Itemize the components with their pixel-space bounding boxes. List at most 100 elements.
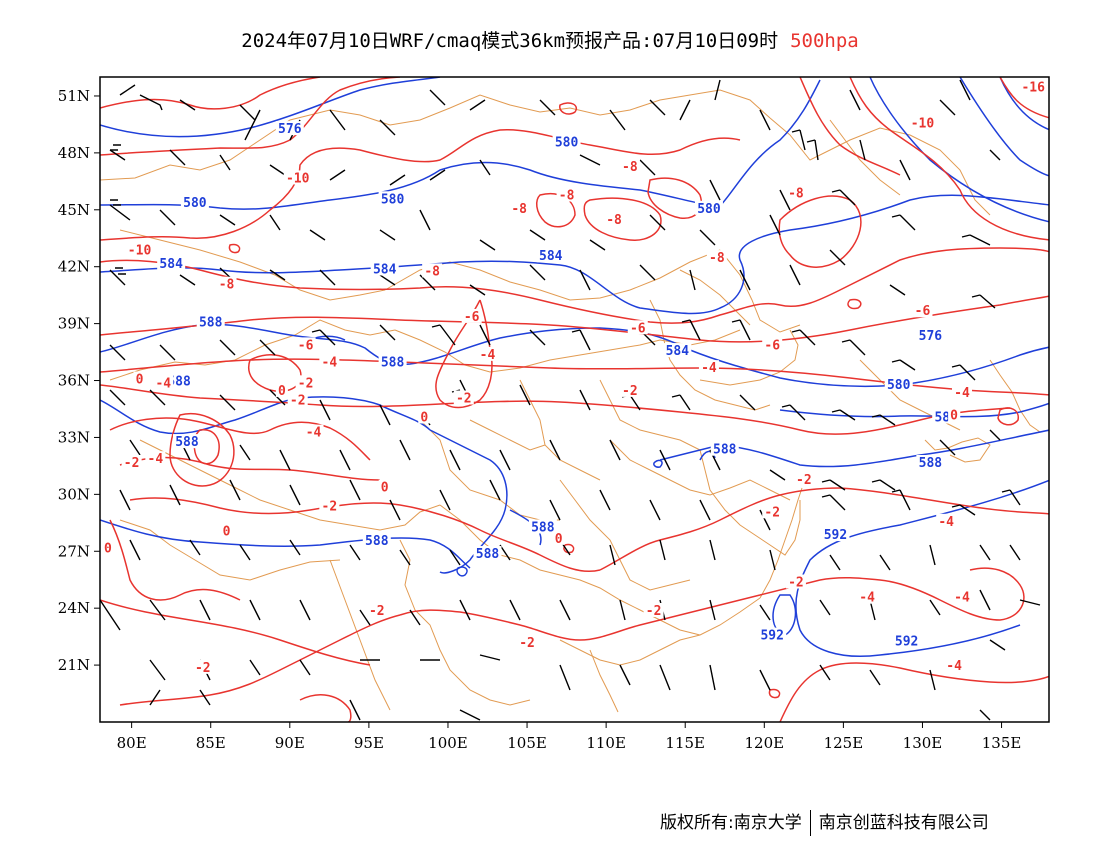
temperature-contour-label: -8	[559, 189, 575, 204]
lat-tick-label: 42N	[58, 258, 90, 276]
temperature-contour-label: -8	[219, 278, 235, 293]
temperature-contour-label: -4	[954, 386, 970, 401]
temperature-contour-label-bg	[303, 424, 324, 439]
temperature-contour-label-bg	[422, 263, 443, 278]
temperature-contour-label: -4	[148, 452, 164, 467]
temperature-contour-label-bg	[366, 602, 387, 617]
temperature-contour-label-bg	[216, 276, 237, 291]
temperature-contour-label: -8	[788, 187, 804, 202]
temperature-contour-label-bg	[908, 115, 937, 130]
lon-tick-label: 125E	[824, 734, 864, 752]
chart-title: 2024年07月10日WRF/cmaq模式36km预报产品:07月10日09时 5…	[0, 26, 1100, 53]
lat-tick-label: 39N	[58, 315, 90, 333]
temperature-contour-label-bg	[643, 602, 664, 617]
temperature-contour-label: -4	[701, 361, 717, 376]
height-contour-label: 580	[697, 202, 721, 217]
temperature-contour-label: -4	[859, 591, 875, 606]
temperature-contour-label-bg	[762, 337, 783, 352]
temperature-contour-label: -2	[788, 576, 804, 591]
temperature-contour-label: -2	[369, 604, 385, 619]
lat-tick-label: 36N	[58, 372, 90, 390]
wind-barbs	[100, 79, 1041, 721]
height-contour-label: 588	[175, 435, 199, 450]
height-contour-label: 588	[381, 355, 405, 370]
temperature-contour-label: -2	[519, 636, 535, 651]
temperature-contour-label: -2	[195, 661, 211, 676]
temperature-contour-label-bg	[936, 513, 957, 528]
lat-tick-label: 51N	[58, 87, 90, 105]
height-contour-label-bg	[916, 327, 945, 342]
temperature-contour-label-bg	[319, 354, 340, 369]
latitude-axis: 51N 48N 45N 42N 39N 36N 33N 30N 27N 24N 21N	[58, 87, 100, 674]
height-contour-label-bg	[370, 261, 399, 276]
temperature-contour-label: -4	[938, 515, 954, 530]
height-contour-label: 588	[476, 547, 500, 562]
height-contour-label: 580	[183, 196, 207, 211]
temperature-contour-label-bg	[133, 371, 146, 386]
temperature-contour-label-bg	[912, 303, 933, 318]
temperature-contour-label: 0	[104, 541, 112, 556]
lon-tick-label: 95E	[354, 734, 384, 752]
temperature-contour-label-bg	[793, 472, 814, 487]
temperature-contour-label: -10	[911, 116, 935, 131]
height-contour-label: 588	[365, 534, 389, 549]
height-contour-label: 576	[919, 329, 943, 344]
temperature-contour-label-bg	[121, 455, 142, 469]
temperature-contour-label: -6	[764, 338, 780, 353]
height-contour-label: 588	[919, 456, 943, 471]
lon-tick-label: 135E	[982, 734, 1022, 752]
temperature-contour-label: -6	[464, 310, 480, 325]
height-contour-label-bg	[180, 195, 209, 210]
height-contour-label: 592	[824, 528, 847, 543]
temperature-contour-label: 0	[555, 532, 563, 547]
temperature-contour-label-bg	[785, 574, 806, 589]
temperature-contour-label: -2	[456, 392, 472, 407]
temperature-contour-label: -4	[155, 376, 171, 391]
temperature-contour-label-bg	[952, 384, 973, 399]
height-contour-label: 580	[381, 192, 405, 207]
lon-tick-label: 115E	[665, 734, 705, 752]
lon-tick-label: 110E	[586, 734, 626, 752]
longitude-axis: 80E 85E 90E 95E 100E 105E 110E 115E 120E 125E 130E…	[117, 722, 1022, 752]
height-contour-label-bg	[275, 121, 304, 136]
temperature-contour-label: -2	[622, 384, 638, 399]
temperature-contour-label: 0	[950, 409, 958, 424]
credit-divider	[809, 810, 811, 836]
height-contour-label-bg	[378, 354, 407, 369]
temperature-contour-label: -4	[480, 348, 496, 363]
height-contour-label-bg	[916, 455, 945, 469]
pressure-level: 500hpa	[790, 30, 859, 52]
temperature-contour-label: 0	[278, 384, 286, 399]
height-contour-label: 584	[159, 257, 183, 272]
lat-tick-label: 30N	[58, 485, 90, 503]
height-contour-label-bg	[172, 434, 201, 449]
temperature-contour-label-bg	[706, 250, 727, 265]
map-frame	[99, 76, 1050, 723]
height-contour-label: 592	[895, 634, 918, 649]
temperature-contour-label: -10	[286, 171, 310, 186]
temperature-contour-label-bg	[944, 657, 965, 672]
temperature-contour-label: 0	[420, 410, 428, 425]
height-contour-label-bg	[821, 527, 850, 542]
lon-tick-label: 120E	[745, 734, 785, 752]
temperature-contour-label-bg	[619, 159, 640, 174]
temperature-contour-label-bg	[517, 635, 538, 650]
lon-tick-label: 80E	[117, 734, 147, 752]
height-contour-label: 584	[539, 249, 563, 264]
height-contour-label-bg	[378, 191, 407, 206]
temperature-contour-label: -8	[709, 251, 725, 266]
height-contour-label: 580	[887, 378, 911, 393]
height-contour-label: 580	[555, 135, 579, 150]
temperature-contour-label-bg	[378, 479, 391, 494]
temperature-contour-label-bg	[295, 337, 316, 352]
temperature-contour-label: -8	[606, 213, 622, 228]
temperature-contour-label-bg	[295, 375, 316, 390]
temperature-contour-label-bg	[604, 212, 625, 227]
height-contour-label-bg	[536, 248, 565, 263]
height-contour-label-bg	[694, 200, 723, 215]
height-contour-label-bg	[663, 343, 692, 358]
title-text: 2024年07月10日WRF/cmaq模式36km预报产品:07月10日09时	[241, 30, 779, 52]
temperature-contour-label-bg	[619, 382, 640, 397]
temperature-contour-label: 0	[223, 524, 231, 539]
